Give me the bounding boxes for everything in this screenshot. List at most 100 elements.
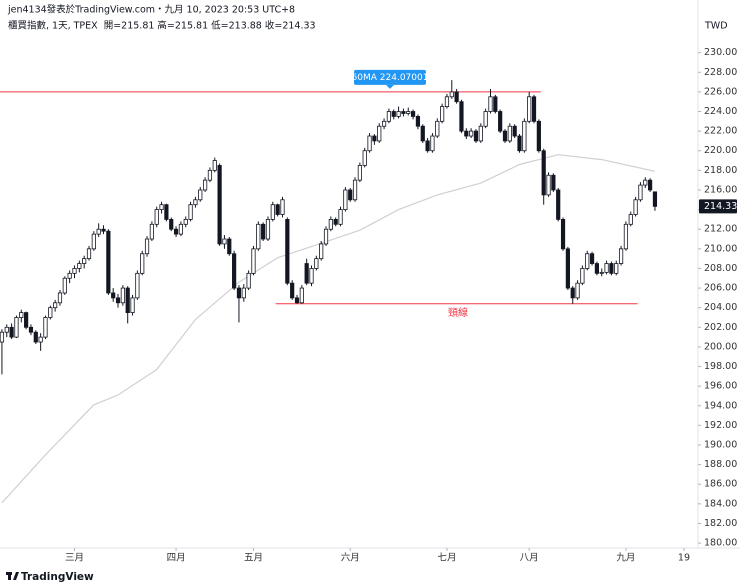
candle-body [314,258,319,269]
y-tick-label: 208.00 [704,263,737,274]
candle-body [28,326,34,333]
y-tick-label: 226.00 [704,86,737,97]
candle-body [96,228,101,235]
candle-body [338,209,343,225]
brand: TradingView [21,571,94,583]
y-tick-label: 230.00 [704,47,737,58]
chart-subtitle: 櫃買指數, 1天, TPEX 開=215.81 高=215.81 低=213.8… [8,20,316,32]
x-tick-label: 五月 [244,553,263,564]
candle-body [290,282,295,299]
y-tick-label: 224.00 [704,106,737,117]
candle-body [381,120,387,127]
candle-body [614,263,619,274]
y-tick-label: 192.00 [704,420,737,431]
candle-body [512,125,517,137]
annotation: 60MA 224.07001 [352,69,429,89]
candle-body [164,204,169,220]
candle-body [178,223,184,235]
annotation-box [354,69,426,85]
candle-body [294,297,300,304]
candle-body [193,199,198,206]
candle-body [410,111,416,117]
candle-body [149,223,154,240]
candle-body [551,174,556,191]
candle-body [565,248,570,289]
candle-body [628,214,633,225]
candle-body [236,287,242,299]
candle-body [560,219,566,250]
candle-body [173,228,179,235]
candle-body [24,312,29,328]
candle-body [483,111,488,127]
y-tick-label: 210.00 [704,243,737,254]
candle-body [115,297,121,304]
y-tick-label: 218.00 [704,165,737,176]
candle-body [43,317,48,338]
candle-body [623,223,629,250]
candle-body [546,174,551,196]
candle-body [430,135,435,152]
candle-body [319,243,324,260]
candle-body [367,135,372,152]
candle-body [261,223,266,240]
candle-body [343,189,348,210]
y-tick-label: 222.00 [704,126,737,137]
y-tick-label: 204.00 [704,302,737,313]
candle-body [227,238,232,255]
candle-body [198,189,203,201]
candle-body [101,228,106,232]
candle-body [618,248,624,264]
candle-body [425,140,430,152]
x-tick-label: 19 [678,553,690,564]
candle-body [415,116,421,127]
candle-body [0,331,5,343]
candle-body [333,219,338,225]
y-tick-label: 190.00 [704,440,737,451]
y-tick-label: 186.00 [704,479,737,490]
y-tick-label: 216.00 [704,184,737,195]
candle-body [82,258,87,264]
candle-body [648,179,653,191]
candle-body [473,130,479,142]
candle-body [352,179,358,201]
candle-body [420,125,425,142]
candle-body [444,96,450,108]
y-tick-label: 206.00 [704,283,737,294]
candle-body [256,223,261,250]
candle-body [72,268,77,274]
candle-body [33,331,38,343]
candle-body [459,101,464,132]
y-tick-label: 220.00 [704,145,737,156]
candle-body [406,111,411,114]
candle-body [328,219,333,230]
y-tick-label: 188.00 [704,459,737,470]
candle-body [323,228,329,245]
candle-body [188,204,193,220]
candle-body [48,307,53,318]
annotation-label: 60MA 224.07001 [352,73,429,83]
annotation-arrow [386,84,394,89]
candle-body [159,204,164,210]
candle-body [154,209,159,225]
candle-body [357,165,362,181]
candle-body [589,253,595,264]
level-label: 頸線 [448,306,468,319]
candle-body [9,326,14,338]
y-tick-label: 212.00 [704,224,737,235]
candle-body [556,189,561,220]
y-tick-label: 202.00 [704,322,737,333]
candle-body [86,248,92,260]
candle-body [502,130,508,142]
candle-body [183,219,188,225]
y-tick-label: 200.00 [704,341,737,352]
candle-body [169,219,174,230]
candle-body [241,287,246,299]
candle-body [91,233,96,250]
candle-body [14,317,19,338]
candle-body [609,263,614,274]
candle-body [386,111,392,122]
candle-body [536,120,541,152]
candle-body [570,287,575,299]
candle-body [541,150,546,196]
